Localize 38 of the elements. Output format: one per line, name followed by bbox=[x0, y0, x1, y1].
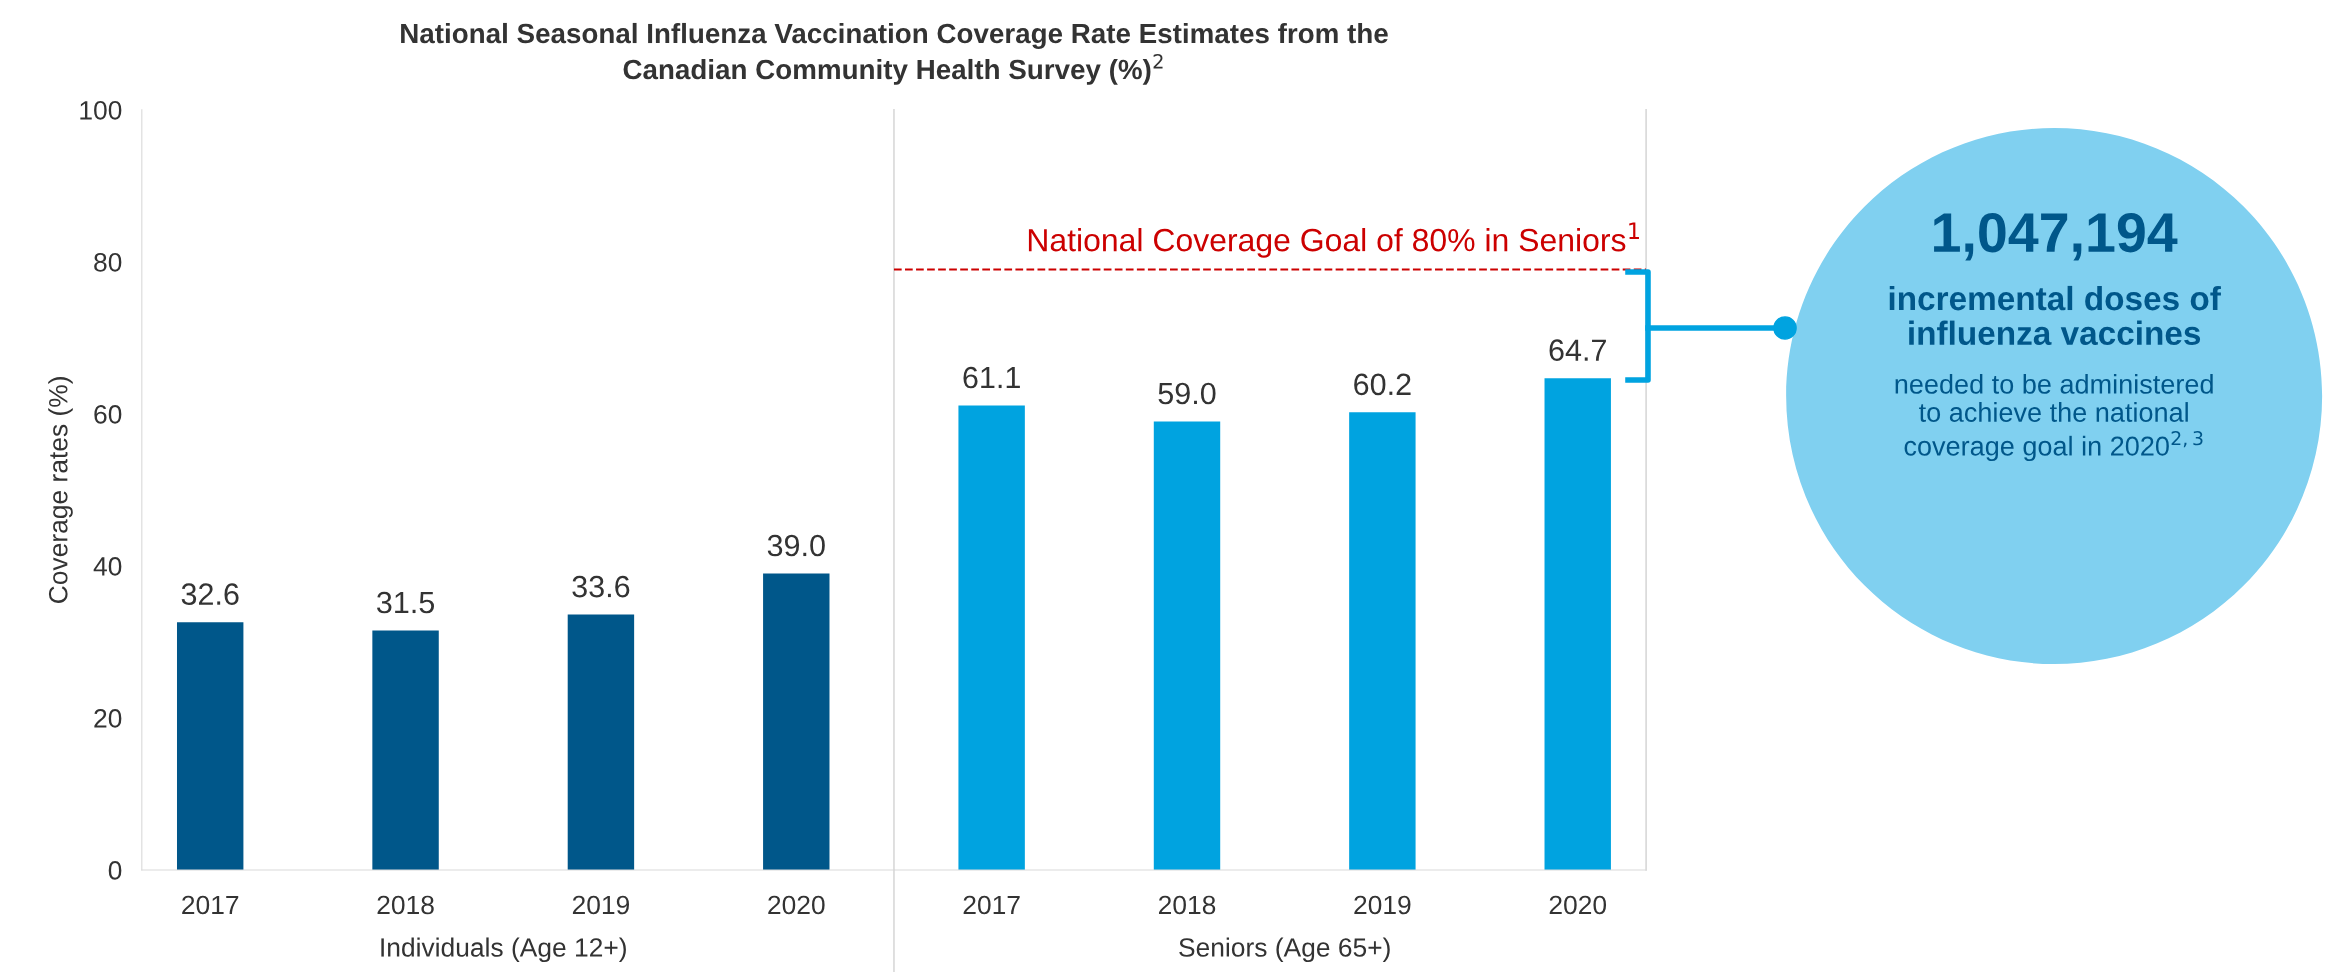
text: 1,047,194 bbox=[1934, 213, 2178, 261]
data-label: 61.1 bbox=[963, 366, 1020, 389]
bar bbox=[958, 405, 1025, 870]
y-tick-label: 100 bbox=[80, 100, 122, 120]
data-label: 60.2 bbox=[1354, 373, 1411, 396]
x-tick-label: 2020 bbox=[768, 895, 825, 915]
bar bbox=[176, 622, 244, 870]
text: Individuals (Age 12+) bbox=[381, 937, 626, 963]
bar bbox=[1349, 412, 1416, 870]
y-tick-label: 60 bbox=[94, 405, 122, 424]
data-label: 39.0 bbox=[767, 534, 825, 557]
x-tick-label: 2017 bbox=[963, 895, 1020, 915]
x-tick-label: 2019 bbox=[572, 895, 630, 915]
bar bbox=[1544, 378, 1611, 870]
text: needed to be administered to achieve the national coverage goal in 2020$^{2,3}$ bbox=[1895, 373, 2213, 462]
chart-title: National Seasonal Influenza Vaccination Coverage Rate Estimates from the Canadian Community Health Survey (%)$^{2}$ bbox=[401, 22, 1388, 85]
data-label: 32.6 bbox=[181, 583, 239, 605]
x-tick-label: 2020 bbox=[1549, 895, 1607, 915]
bar bbox=[1153, 421, 1221, 870]
y-tick-label: 20 bbox=[94, 709, 122, 728]
bar bbox=[372, 630, 439, 870]
text: Seniors (Age 65+) bbox=[1179, 937, 1390, 963]
data-label: 33.6 bbox=[572, 575, 630, 598]
bar bbox=[567, 614, 635, 870]
y-tick-label: 40 bbox=[93, 557, 122, 576]
bar bbox=[763, 573, 830, 870]
y-axis-title: Coverage rates (%) bbox=[48, 377, 73, 603]
data-label: 59.0 bbox=[1158, 382, 1216, 405]
y-tick-label: 0 bbox=[108, 861, 122, 880]
text: incremental doses of influenza vaccines bbox=[1889, 285, 2221, 346]
data-label: 31.5 bbox=[376, 591, 435, 614]
x-tick-label: 2018 bbox=[1158, 895, 1216, 915]
x-tick-label: 2018 bbox=[377, 895, 434, 915]
data-label: 64.7 bbox=[1549, 339, 1606, 361]
x-tick-label: 2019 bbox=[1354, 895, 1411, 915]
y-tick-label: 80 bbox=[94, 252, 122, 272]
ref-line-label: National Coverage Goal of 80% in Seniors$^{1}$ bbox=[1028, 222, 1639, 258]
x-tick-label: 2017 bbox=[182, 895, 239, 915]
